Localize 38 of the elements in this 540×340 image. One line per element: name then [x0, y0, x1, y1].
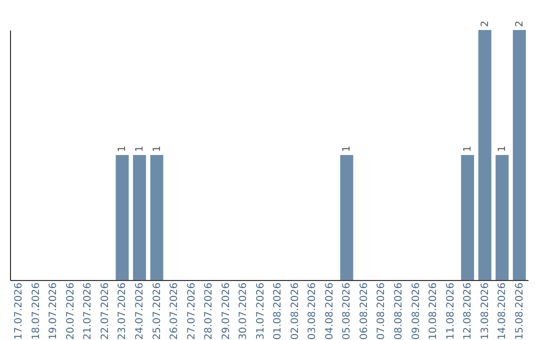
x-tick-label: 23.07.2026 [117, 282, 128, 340]
x-tick-label: 27.07.2026 [186, 282, 198, 340]
x-tick-label: 26.07.2026 [169, 282, 180, 340]
data-label: 1 [152, 146, 163, 152]
x-tick-label: 03.08.2026 [307, 282, 318, 340]
x-tick-label: 10.08.2026 [428, 282, 440, 340]
x-tick-label: 18.07.2026 [30, 282, 42, 340]
x-tick-label: 17.07.2026 [14, 282, 25, 340]
x-tick-label: 12.08.2026 [462, 282, 474, 340]
x-tick-label: 15.08.2026 [514, 282, 526, 340]
x-tick-label: 20.07.2026 [65, 282, 76, 340]
x-tick-label: 22.07.2026 [100, 282, 111, 340]
data-label: 1 [497, 146, 508, 152]
x-tick-label: 09.08.2026 [410, 282, 422, 340]
x-tick-label: 08.08.2026 [394, 282, 404, 340]
x-tick-label: 28.07.2026 [204, 282, 215, 340]
data-label: 1 [462, 146, 474, 152]
data-label: 2 [514, 20, 526, 27]
x-tick-label: 06.08.2026 [358, 282, 370, 340]
x-tick-label: 29.07.2026 [220, 282, 232, 340]
x-tick-label: 07.08.2026 [376, 282, 388, 340]
data-label: 2 [480, 20, 491, 27]
x-tick-label: 13.08.2026 [480, 282, 491, 340]
data-label: 1 [342, 146, 353, 152]
x-tick-label: 19.07.2026 [48, 282, 60, 340]
x-tick-label: 14.08.2026 [497, 282, 508, 340]
data-label: 1 [134, 146, 146, 152]
x-tick-label: 30.07.2026 [238, 282, 250, 340]
x-tick-label: 02.08.2026 [290, 282, 301, 340]
x-tick-label: 21.07.2026 [82, 282, 94, 340]
x-tick-label: 05.08.2026 [342, 282, 353, 340]
x-tick-label: 24.07.2026 [134, 282, 146, 340]
x-tick-label: 25.07.2026 [152, 282, 163, 340]
x-tick-label: 04.08.2026 [324, 282, 336, 340]
data-label: 1 [117, 146, 128, 152]
x-tick-label: 31.07.2026 [255, 282, 266, 340]
x-tick-label: 11.08.2026 [445, 282, 456, 340]
x-tick-label: 01.08.2026 [272, 282, 284, 340]
